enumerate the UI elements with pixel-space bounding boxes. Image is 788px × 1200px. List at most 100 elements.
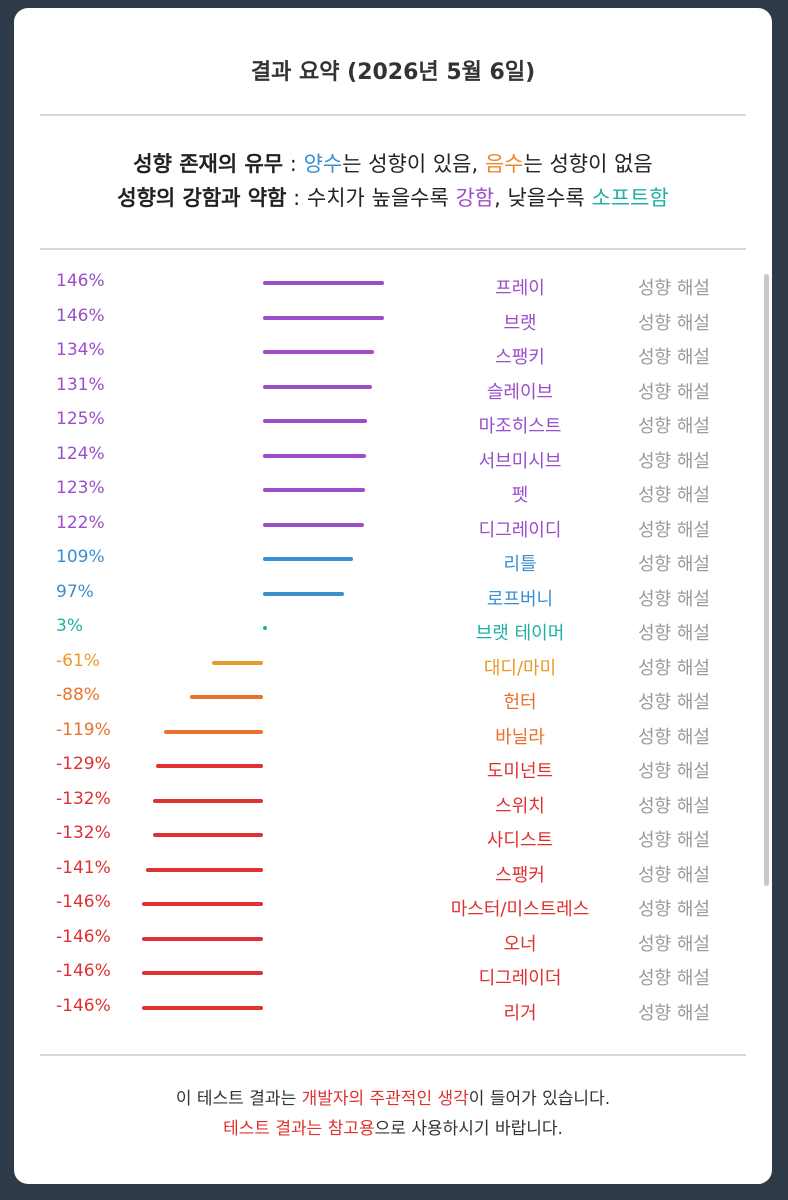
result-description-link[interactable]: 성향 해설 [638,657,710,679]
result-description-link[interactable]: 성향 해설 [638,933,710,955]
result-bar [263,350,375,354]
result-description-link[interactable]: 성향 해설 [638,623,710,644]
result-name: 스위치 [495,795,545,817]
result-bar [263,626,267,630]
legend-positive: 양수 [303,152,343,176]
result-bar [153,833,263,837]
legend-text: 는 성향이 없음 [523,152,653,176]
result-bar [263,557,354,561]
result-percent: -129% [56,754,111,774]
result-bar [263,315,385,320]
result-row: 125% 마조히스트 성향 해설 [14,404,772,438]
result-bar [263,281,385,285]
result-percent: 122% [56,512,105,533]
result-row: -146% 리거 성향 해설 [14,991,772,1025]
result-bar [189,695,263,699]
result-name: 서브미시브 [478,450,562,472]
result-name: 브랫 테이머 [475,623,565,644]
result-percent: 134% [56,340,105,360]
result-bar [153,798,263,803]
result-name: 디그레이디 [478,519,562,541]
result-description-link[interactable]: 성향 해설 [638,519,710,541]
result-name: 도미넌트 [486,761,554,782]
result-description-link[interactable]: 성향 해설 [638,588,710,610]
result-description-link[interactable]: 성향 해설 [638,692,710,713]
result-name: 스팽키 [495,347,545,368]
result-description-link[interactable]: 성향 해설 [638,899,710,920]
result-description-link[interactable]: 성향 해설 [638,726,710,748]
legend-strength: 성향의 강함과 약함 : 수치가 높을수록 강함, 낮을수록 소프트함 [14,182,772,212]
result-percent: -146% [56,892,111,912]
result-description-link[interactable]: 성향 해설 [638,864,710,886]
result-row: -146% 디그레이더 성향 해설 [14,956,772,990]
result-description-link[interactable]: 성향 해설 [638,968,710,989]
result-bar [263,522,365,527]
result-row: 124% 서브미시브 성향 해설 [14,439,772,473]
result-description-link[interactable]: 성향 해설 [638,416,710,437]
result-bar [263,419,367,423]
result-description-link[interactable]: 성향 해설 [638,485,710,506]
result-row: 97% 로프버니 성향 해설 [14,577,772,611]
footer-highlight: 테스트 결과는 참고용 [223,1119,375,1139]
footer-text: 으로 사용하시기 바랍니다. [374,1119,563,1139]
result-percent: 125% [56,409,105,429]
result-percent: 146% [56,305,105,326]
footer-highlight: 개발자의 주관적인 생각 [301,1089,469,1109]
result-percent: -119% [56,719,111,740]
result-name: 바닐라 [495,726,545,748]
result-description-link[interactable]: 성향 해설 [638,795,710,817]
legend-strong: 강함 [455,186,495,210]
result-description-link[interactable]: 성향 해설 [638,347,710,368]
result-percent: 97% [56,581,94,602]
result-row: -132% 스위치 성향 해설 [14,784,772,818]
result-name: 오너 [503,933,537,955]
result-bar [145,867,263,872]
result-row: 146% 프레이 성향 해설 [14,266,772,300]
result-row: 123% 펫 성향 해설 [14,473,772,507]
legend-text: 수치가 높을수록 [306,186,456,210]
result-bar [212,660,263,665]
result-percent: 131% [56,374,105,395]
result-percent: 109% [56,547,105,567]
result-row: 122% 디그레이디 성향 해설 [14,508,772,542]
result-name: 사디스트 [486,830,554,851]
result-description-link[interactable]: 성향 해설 [638,450,710,472]
legend-presence: 성향 존재의 유무 : 양수는 성향이 있음, 음수는 성향이 없음 [14,148,772,178]
result-percent: 146% [56,271,105,291]
result-name: 리거 [503,1002,537,1024]
result-description-link[interactable]: 성향 해설 [638,830,710,851]
divider [40,114,746,116]
result-row: 109% 리틀 성향 해설 [14,542,772,576]
scrollbar[interactable] [764,274,769,886]
result-percent: 124% [56,443,105,464]
result-name: 펫 [511,485,529,506]
legend-sep: : [283,152,304,176]
legend-strength-label: 성향의 강함과 약함 [117,186,287,210]
result-row: 3% 브랫 테이머 성향 해설 [14,611,772,645]
legend-negative: 음수 [484,152,524,176]
result-row: -146% 마스터/미스트레스 성향 해설 [14,887,772,921]
result-percent: -88% [56,685,100,705]
result-bar [263,488,366,492]
result-row: -129% 도미넌트 성향 해설 [14,749,772,783]
result-percent: -146% [56,926,111,947]
result-percent: -132% [56,823,111,843]
result-description-link[interactable]: 성향 해설 [638,278,710,299]
result-percent: -132% [56,788,111,809]
result-name: 프레이 [495,278,545,299]
result-bar [141,1005,263,1010]
legend-text: , 낮을수록 [494,186,592,210]
result-row: 146% 브랫 성향 해설 [14,301,772,335]
result-description-link[interactable]: 성향 해설 [638,381,710,403]
result-row: -146% 오너 성향 해설 [14,922,772,956]
result-description-link[interactable]: 성향 해설 [638,761,710,782]
result-name: 브랫 [503,312,537,334]
result-name: 스팽커 [495,864,545,886]
result-bar [164,729,263,734]
result-description-link[interactable]: 성향 해설 [638,1002,710,1024]
result-bar [263,384,372,389]
result-description-link[interactable]: 성향 해설 [638,312,710,334]
result-row: -132% 사디스트 성향 해설 [14,818,772,852]
legend-text: 는 성향이 있음, [342,152,485,176]
result-description-link[interactable]: 성향 해설 [638,554,710,575]
